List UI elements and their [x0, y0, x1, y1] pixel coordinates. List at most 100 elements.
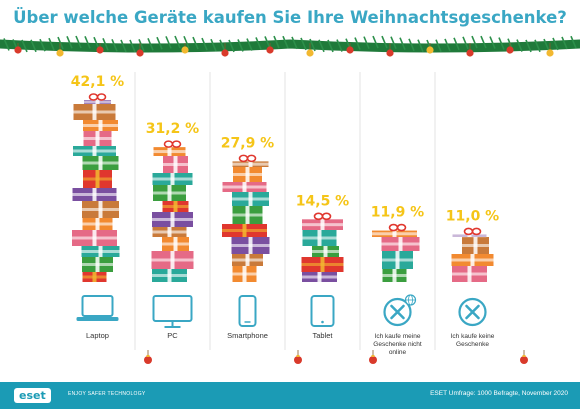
garland-needle	[435, 39, 442, 53]
garland-needle	[282, 35, 289, 49]
gift-ribbon	[152, 274, 187, 277]
garland-needle	[21, 39, 28, 53]
garland-needle	[480, 35, 487, 49]
garland-needle	[75, 35, 82, 49]
gift-ribbon	[452, 234, 487, 238]
gift-bow	[463, 227, 474, 236]
gift-ribbon	[302, 236, 337, 240]
ornament	[56, 49, 64, 57]
garland-needle	[228, 39, 235, 53]
gift-ribbon	[82, 208, 119, 211]
garland-needle	[111, 39, 118, 52]
garland-needle	[309, 38, 316, 52]
ornament	[221, 49, 229, 57]
gift-ribbon	[382, 274, 407, 277]
garland-needle	[30, 39, 37, 53]
garland-needle	[210, 38, 217, 52]
gift-ribbon	[73, 110, 116, 114]
garland-needle	[381, 35, 388, 49]
gift-ribbon	[162, 242, 189, 246]
gift-ribbon	[84, 100, 111, 104]
gift-ribbon	[152, 218, 193, 221]
garland-needle	[147, 38, 154, 51]
garland-needle	[552, 37, 559, 51]
garland-needle	[66, 35, 73, 49]
gift-stack-bar	[301, 212, 344, 282]
gift-ribbon	[381, 242, 420, 246]
gift-ribbon	[153, 191, 186, 195]
category-label: PC	[167, 331, 178, 340]
garland-needle	[498, 37, 505, 50]
bauble	[294, 356, 302, 364]
gift-ribbon	[222, 229, 267, 232]
garland-needle	[3, 38, 10, 51]
gift-ribbon	[83, 137, 112, 140]
gift-bow	[321, 212, 332, 221]
value-label: 11,0 %	[446, 208, 499, 224]
garland-needle	[165, 36, 172, 49]
garland-needle	[354, 37, 361, 50]
garland-needle	[48, 37, 55, 51]
gift-ribbon	[301, 263, 344, 266]
ornament	[14, 46, 22, 54]
gift-ribbon	[72, 193, 117, 196]
gift-ribbon	[152, 177, 193, 181]
gift-ribbon	[232, 258, 263, 262]
garland-needle	[444, 38, 451, 52]
gift-bow	[88, 93, 99, 101]
value-label: 27,9 %	[221, 135, 274, 151]
gift-ribbon	[82, 161, 119, 165]
bauble	[144, 356, 152, 364]
christmas-garland	[0, 35, 580, 57]
garland-needle	[372, 35, 379, 49]
no-gifts-icon	[458, 297, 487, 327]
garland-needle	[327, 39, 334, 53]
bauble-cap	[296, 355, 300, 357]
gift-ribbon	[83, 177, 112, 181]
gift-stack-bar	[222, 154, 270, 282]
gift-bow	[388, 223, 399, 232]
garland-needle	[174, 35, 181, 49]
gift-ribbon	[232, 213, 263, 217]
eset-logo: eset	[14, 388, 51, 403]
garland-needle	[453, 37, 460, 51]
chart-area: 42,1 % Laptop 31,2 % PC 27,9 % Smartphone 14,5…	[71, 72, 528, 364]
garland-needle	[561, 36, 568, 50]
bauble-cap	[371, 355, 375, 357]
garland-needle	[138, 39, 145, 52]
gift-ribbon	[312, 250, 339, 253]
garland-needle	[255, 37, 262, 50]
garland-needle	[156, 36, 163, 50]
gift-bow	[313, 212, 324, 221]
gift-ribbon	[162, 205, 189, 208]
gift-ribbon	[83, 124, 118, 127]
gift-ribbon	[233, 173, 262, 176]
garland-needle	[525, 39, 532, 53]
gift-ribbon	[382, 258, 413, 262]
ornament	[181, 46, 189, 54]
gift-ribbon	[232, 272, 257, 276]
garland-needle	[399, 37, 406, 51]
garland-needle	[462, 36, 469, 50]
ornament	[466, 49, 474, 57]
gift-stack-bar	[451, 227, 494, 282]
garland-needle	[336, 39, 343, 52]
gift-stack-bar	[372, 223, 420, 282]
garland-needle	[543, 38, 550, 52]
ornament	[426, 46, 434, 54]
bauble	[520, 356, 528, 364]
gift-ribbon	[82, 263, 113, 266]
gift-ribbon	[72, 236, 117, 240]
gift-ribbon	[462, 244, 489, 247]
gift-ribbon	[152, 230, 187, 234]
category-label: Smartphone	[227, 331, 268, 340]
garland-needle	[192, 36, 199, 50]
ornament	[506, 46, 514, 54]
ornament	[96, 46, 104, 54]
value-label: 31,2 %	[146, 121, 199, 137]
gift-ribbon	[302, 223, 343, 227]
footer-tagline: ENJOY SAFER TECHNOLOGY	[68, 391, 146, 397]
gift-ribbon	[81, 250, 120, 253]
garland-needle	[273, 35, 280, 49]
gift-bow	[171, 140, 182, 148]
